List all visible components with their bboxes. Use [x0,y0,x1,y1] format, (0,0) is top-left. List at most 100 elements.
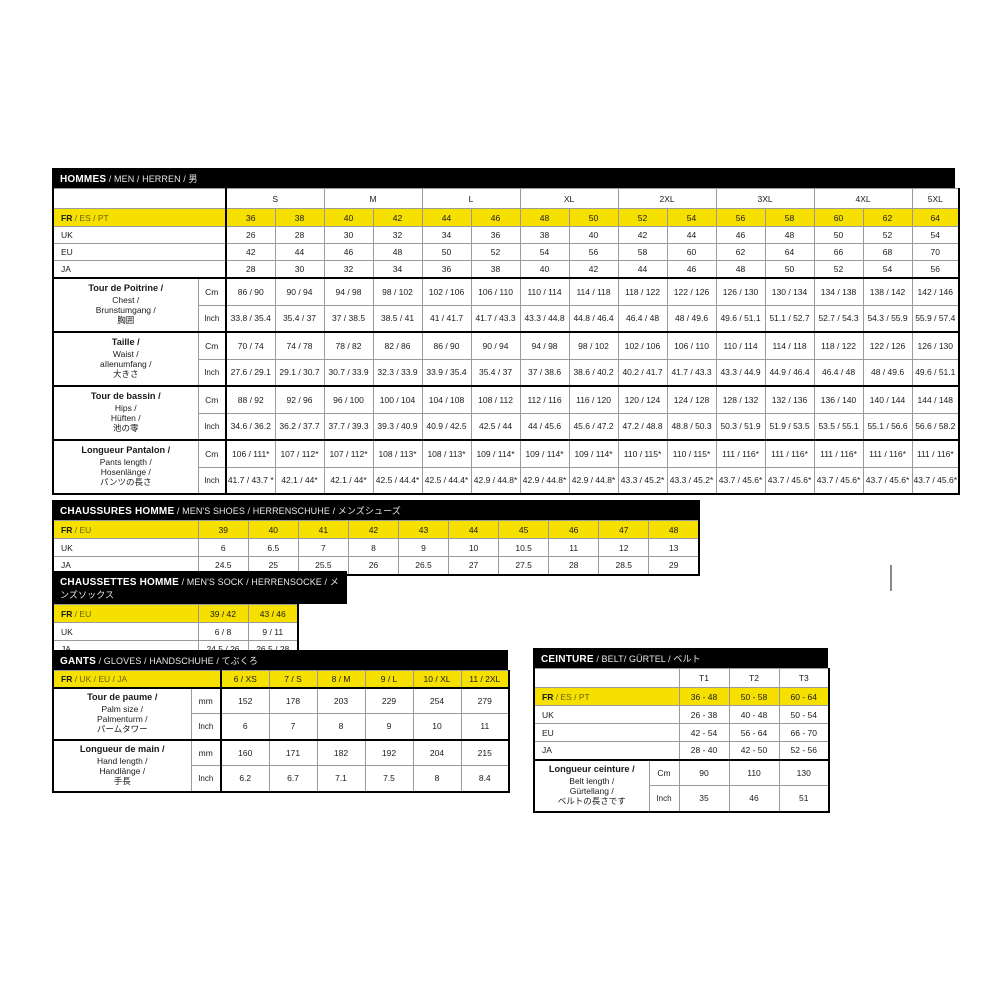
men-chest-in-0: 33.8 / 35.4 [225,305,276,332]
gloves-hand-mm-5: 215 [460,738,510,766]
men-fr-56: 56 [715,208,766,227]
gloves-hand-name-de: Handlänge / [99,765,146,776]
belt-fr-bold: FR [542,691,554,702]
men-row-eu: EU 42 44 46 48 50 52 54 56 58 60 62 64 6… [52,243,960,261]
men-chest-in-4: 41 / 41.7 [421,305,472,332]
socks-row-uk-label: UK [52,622,199,641]
men-chest-cm-10: 126 / 130 [715,276,766,306]
men-pants-in-9: 43.3 / 45.2* [666,467,717,494]
men-chest-in-2: 37 / 38.5 [323,305,374,332]
men-uk-11: 48 [764,226,815,244]
socks-uk-0: 6 / 8 [197,622,249,641]
men-pants-in-5: 42.9 / 44.8* [470,467,521,494]
men-waist-in-4: 33.9 / 35.4 [421,359,472,386]
socks-title-rest: / MEN'S SOCK / HERRENSOCKE / メンズソックス [60,577,339,600]
gloves-hand-in-5: 8.4 [460,765,510,792]
belt-row-ja: JA 28 - 40 42 - 50 52 - 56 [533,741,830,760]
shoes-uk-4: 9 [397,538,450,557]
men-chest-cm-14: 142 / 146 [911,276,960,306]
men-pants-name-ja: パンツの長さ [100,477,152,488]
men-eu-12: 66 [813,243,864,261]
belt-length-in-1: 46 [728,785,780,812]
gloves-palm-mm-0: 152 [220,686,270,714]
men-hips-unit-inch: Inch [197,413,227,440]
gloves-hand-inch-row: Inch 6.2 6.7 7.1 7.5 8 8.4 [53,765,510,792]
belt-length-cm-2: 130 [778,758,830,786]
men-waist-in-10: 43.3 / 44.9 [715,359,766,386]
belt-fr-0: 36 - 48 [678,687,730,706]
belt-title-rest: / BELT/ GÜRTEL / ベルト [593,654,701,664]
gloves-hand-in-4: 8 [412,765,462,792]
gloves-size-table: FR / UK / EU / JA 6 / XS 7 / S 8 / M 9 /… [52,670,511,793]
gloves-header-label: FR / UK / EU / JA [52,670,223,688]
men-waist-cm-13: 122 / 126 [862,330,913,360]
men-waist-inch-row: Inch 27.6 / 29.1 29.1 / 30.7 30.7 / 33.9… [53,359,960,386]
socks-row-fr-label: FR / EU [52,604,199,623]
size-group-l: L [421,188,521,209]
men-title-rest: / MEN / HERREN / 男 [106,174,198,184]
belt-length-name-de: Gürtellang / [569,785,614,796]
men-ja-5: 38 [470,260,521,278]
men-uk-8: 42 [617,226,668,244]
men-pants-name-de: Hosenlänge / [100,466,151,477]
men-hips-cm-8: 120 / 124 [617,384,668,414]
men-chest-in-6: 43.3 / 44.8 [519,305,570,332]
men-hips-cm-10: 128 / 132 [715,384,766,414]
size-group-4xl: 4XL [813,188,913,209]
gloves-hand-name-ja: 手長 [113,776,131,787]
shoes-uk-2: 7 [297,538,349,557]
men-waist-in-1: 29.1 / 30.7 [274,359,325,386]
belt-row-uk-label: UK [533,705,680,724]
men-waist-name-de: aIlenumfang / [99,358,152,369]
gloves-hand-label: Longueur de main / Hand length / Handlän… [52,738,192,792]
men-pants-unit-cm: Cm [197,438,227,468]
gloves-hdr-rest: / UK / EU / JA [72,673,128,684]
men-uk-10: 46 [715,226,766,244]
men-hips-cm-14: 144 / 148 [911,384,960,414]
men-ja-10: 48 [715,260,766,278]
men-chest-in-3: 38.5 / 41 [372,305,423,332]
men-eu-7: 56 [568,243,619,261]
men-fr-58: 58 [764,208,815,227]
men-chest-in-9: 48 / 49.6 [666,305,717,332]
men-waist-cm-6: 94 / 98 [519,330,570,360]
gloves-size-1: 7 / S [268,670,318,688]
shoes-uk-5: 10 [448,538,500,557]
men-eu-9: 60 [666,243,717,261]
men-fr-62: 62 [862,208,913,227]
men-eu-1: 44 [274,243,325,261]
men-row-fr-label: FR / ES / PT [52,208,227,227]
men-chest-in-12: 52.7 / 54.3 [813,305,864,332]
men-ja-4: 36 [421,260,472,278]
gloves-size-0: 6 / XS [220,670,270,688]
gloves-palm-label: Tour de paume / Palm size / Palmenturm /… [52,686,192,740]
shoes-fr-1: 40 [247,520,299,539]
belt-length-in-2: 51 [778,785,830,812]
men-chest-in-10: 49.6 / 51.1 [715,305,766,332]
scan-artifact-line [890,565,892,591]
shoes-ja-3: 26 [347,556,399,575]
belt-uk-1: 40 - 48 [728,705,780,724]
gloves-title-bold: GANTS [60,656,96,667]
men-waist-cm-4: 86 / 90 [421,330,472,360]
shoes-fr-6: 45 [498,520,550,539]
men-eu-10: 62 [715,243,766,261]
men-size-group-blank [52,188,227,209]
men-row-eu-label: EU [52,243,227,261]
gloves-table-title: GANTS / GLOVES / HANDSCHUHE / てぶくろ [52,650,508,670]
socks-table-title: CHAUSSETTES HOMME / MEN'S SOCK / HERRENS… [52,571,347,604]
men-waist-cm-3: 82 / 86 [372,330,423,360]
men-pants-in-7: 42.9 / 44.8* [568,467,619,494]
men-hips-cm-4: 104 / 108 [421,384,472,414]
shoes-row-uk: UK 6 6.5 7 8 9 10 10.5 11 12 13 [52,538,700,557]
men-row-ja-label: JA [52,260,227,278]
men-row-fr-label-bold: FR [61,212,73,223]
men-hips-in-4: 40.9 / 42.5 [421,413,472,440]
men-pants-in-6: 42.9 / 44.8* [519,467,570,494]
size-group-m: M [323,188,423,209]
men-fr-44: 44 [421,208,472,227]
gloves-palm-name-ja: パームタワー [96,724,148,735]
men-chest-cm-3: 98 / 102 [372,276,423,306]
men-ja-0: 28 [225,260,276,278]
men-ja-13: 54 [862,260,913,278]
